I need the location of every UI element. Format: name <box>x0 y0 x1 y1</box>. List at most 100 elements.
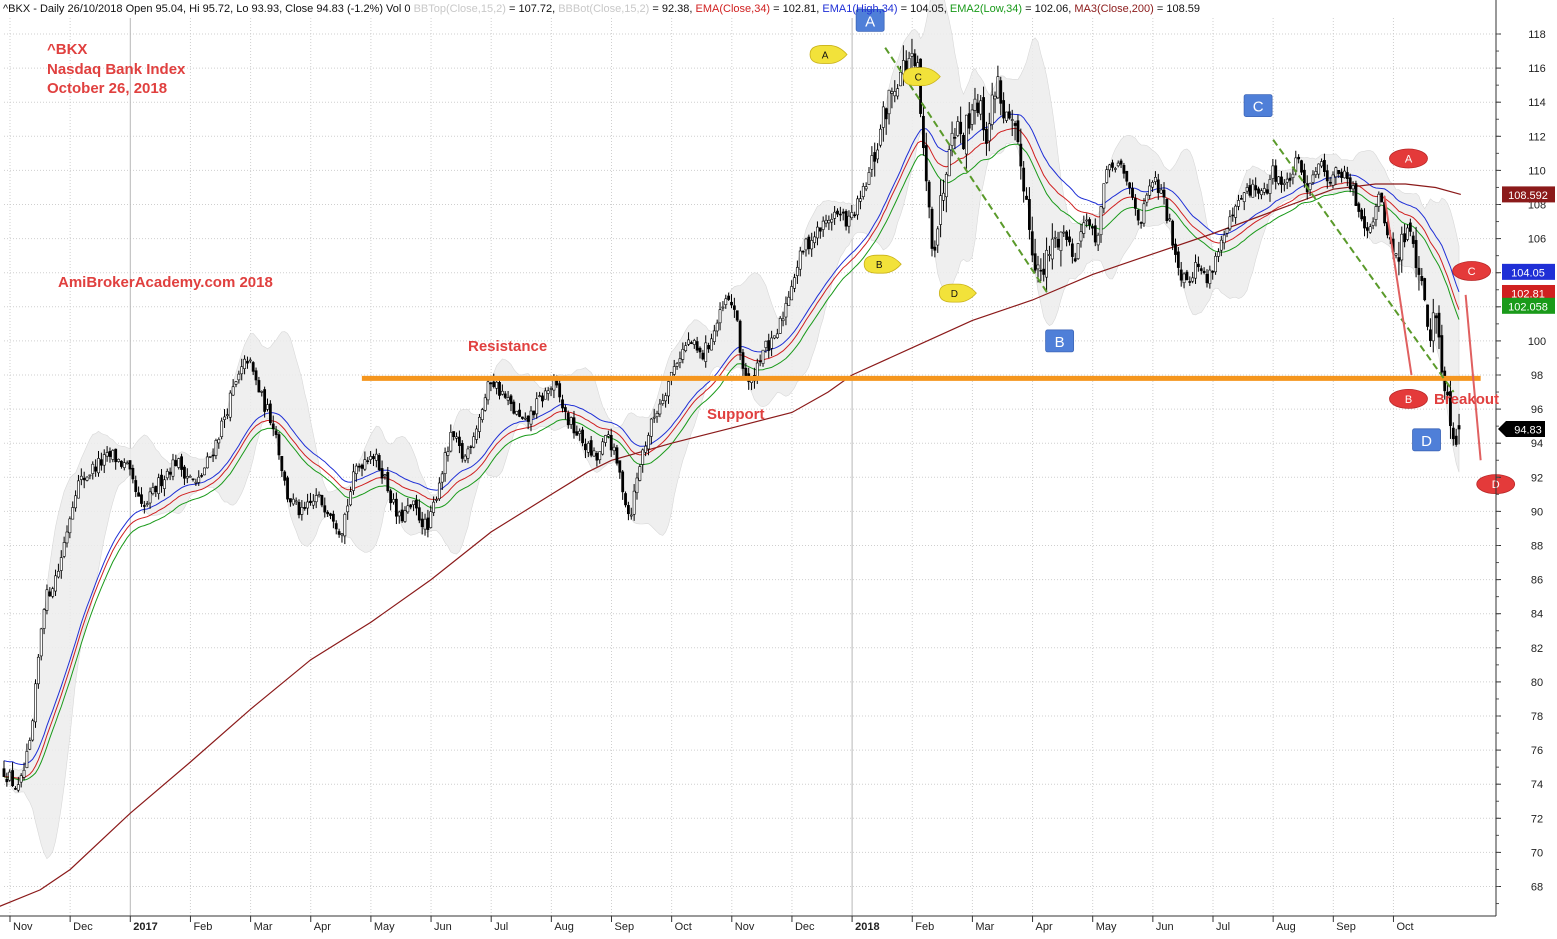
candle <box>480 407 484 423</box>
candle <box>606 430 610 439</box>
candle-body <box>1288 177 1292 181</box>
candle-body <box>1007 111 1011 119</box>
candle <box>635 472 639 500</box>
candle <box>120 460 123 469</box>
y-tick-label: 68 <box>1531 882 1543 894</box>
candle-body <box>397 511 401 517</box>
candle <box>990 82 994 130</box>
ema-high-line <box>3 113 1460 766</box>
candle-body <box>131 467 135 480</box>
candle-body <box>758 360 762 363</box>
candle <box>426 509 430 538</box>
marker-shape <box>1389 388 1428 409</box>
candle-body <box>690 342 693 344</box>
candle <box>1285 172 1289 190</box>
candle <box>655 410 659 423</box>
candle-body <box>1033 253 1037 271</box>
candle <box>25 743 29 769</box>
candle <box>105 446 109 462</box>
candle-body <box>870 155 874 170</box>
candle-body <box>661 400 665 404</box>
price-tag: 102.058 <box>1502 297 1555 314</box>
candle-body <box>861 186 865 197</box>
candle-body <box>964 114 968 155</box>
candle <box>320 494 324 508</box>
candle-body <box>873 152 877 162</box>
candle <box>1122 162 1126 179</box>
candle-body <box>8 771 12 781</box>
candle <box>704 335 708 368</box>
candle <box>626 501 630 521</box>
candle <box>1136 208 1140 226</box>
candle <box>982 86 985 141</box>
candle <box>1328 176 1332 187</box>
y-tick-label: 106 <box>1528 234 1546 246</box>
candle <box>392 493 395 505</box>
x-tick-label: Feb <box>193 921 212 933</box>
candle-body <box>936 228 940 246</box>
candle <box>922 104 925 156</box>
candle-body <box>88 474 92 477</box>
x-tick-label: Aug <box>1276 921 1296 933</box>
candle <box>1082 215 1086 239</box>
candle-body <box>1285 178 1289 183</box>
candle-body <box>1182 273 1186 284</box>
x-tick-label: Apr <box>314 921 331 933</box>
candle-body <box>695 341 699 351</box>
candle-body <box>795 267 799 276</box>
candle <box>1242 191 1246 211</box>
candle-body <box>735 310 739 321</box>
candle <box>933 240 937 258</box>
candle <box>649 417 653 445</box>
candle <box>953 128 957 150</box>
candle <box>1148 179 1152 200</box>
candle-body <box>647 435 650 450</box>
candle-body <box>154 485 158 493</box>
candle-body <box>569 417 573 425</box>
candle <box>515 410 519 416</box>
candle <box>380 460 384 484</box>
price-tag-bg <box>1502 263 1555 280</box>
candle-body <box>1406 227 1409 240</box>
candle-body <box>784 303 788 318</box>
candle <box>884 107 888 135</box>
candle-body <box>1188 281 1192 283</box>
candle-body <box>1039 269 1043 272</box>
candle-body <box>1331 174 1335 186</box>
candle <box>352 463 355 495</box>
candle-body <box>523 417 527 420</box>
candle <box>1428 318 1432 348</box>
candle-body <box>896 88 900 97</box>
candle <box>864 182 868 192</box>
candle <box>16 776 20 793</box>
candle <box>51 586 55 599</box>
candle-body <box>976 102 980 113</box>
candle <box>326 510 330 517</box>
candle-body <box>538 395 542 397</box>
candle <box>793 273 796 293</box>
candle-body <box>919 58 922 114</box>
marker-shape <box>1243 94 1273 118</box>
candle-body <box>36 656 40 685</box>
candle <box>1076 242 1080 260</box>
marker-label: B <box>1055 334 1065 351</box>
candle <box>939 179 943 238</box>
candle-body <box>721 306 725 309</box>
candle <box>879 124 882 148</box>
candle-body <box>775 333 779 338</box>
candle <box>589 435 593 458</box>
marker-label: C <box>1253 99 1264 116</box>
candle-body <box>987 123 991 142</box>
x-tick-label: Dec <box>795 921 815 933</box>
candle-body <box>1093 225 1097 243</box>
candle <box>194 478 198 486</box>
ema-close-line <box>3 127 1460 779</box>
candle-body <box>51 588 55 597</box>
candle-body <box>979 100 983 115</box>
candle-body <box>91 463 95 474</box>
candle-body <box>266 404 269 410</box>
candle <box>558 379 562 403</box>
candle-body <box>1202 270 1206 273</box>
candle-body <box>440 473 444 483</box>
candle-body <box>435 499 438 501</box>
